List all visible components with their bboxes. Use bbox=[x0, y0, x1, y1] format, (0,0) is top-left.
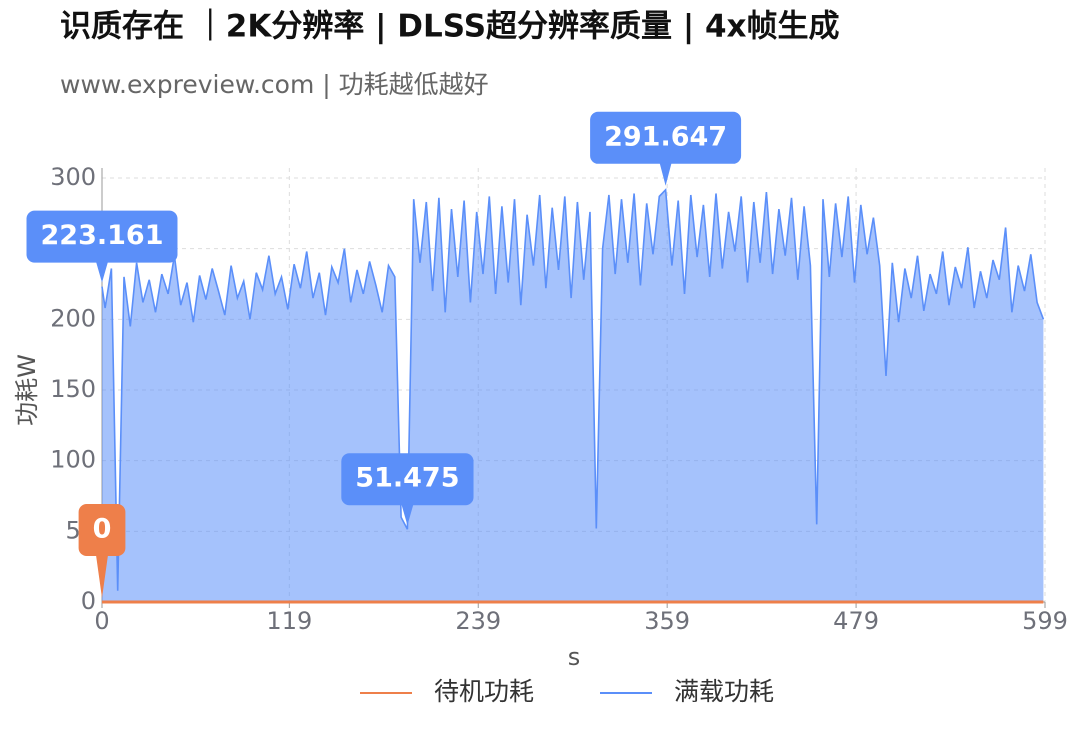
chart-subtitle: www.expreview.com | 功耗越低越好 bbox=[60, 70, 489, 99]
x-tick-label: 119 bbox=[266, 607, 312, 635]
y-tick-label: 150 bbox=[50, 375, 96, 403]
y-tick-label: 300 bbox=[50, 163, 96, 191]
data-label: 223.161 bbox=[41, 220, 164, 251]
series-line bbox=[101, 187, 1045, 591]
y-tick-label: 100 bbox=[50, 446, 96, 474]
x-axis-label: s bbox=[568, 643, 581, 671]
data-label: 0 bbox=[93, 514, 112, 545]
x-tick-label: 359 bbox=[644, 607, 690, 635]
data-label-pointer bbox=[659, 162, 672, 186]
data-label-pointer bbox=[96, 555, 108, 598]
area bbox=[102, 189, 1044, 603]
y-axis-label: 功耗W bbox=[13, 354, 41, 426]
y-tick-label: 200 bbox=[50, 304, 96, 332]
data-label-pointer bbox=[96, 261, 108, 283]
data-label-box bbox=[26, 210, 178, 263]
legend-label: 满载功耗 bbox=[674, 677, 774, 706]
data-label-box bbox=[341, 453, 474, 506]
data-label: 291.647 bbox=[604, 121, 727, 152]
x-tick-label: 479 bbox=[833, 607, 879, 635]
x-tick-label: 0 bbox=[94, 607, 109, 635]
data-label-pointer bbox=[401, 504, 414, 526]
data-label-box bbox=[590, 111, 742, 164]
chart-title: 识质存在 ｜2K分辨率 | DLSS超分辨率质量 | 4x帧生成 bbox=[60, 9, 840, 45]
x-tick-label: 239 bbox=[455, 607, 501, 635]
data-label-box bbox=[78, 504, 126, 556]
x-tick-label: 599 bbox=[1022, 607, 1068, 635]
legend-label: 待机功耗 bbox=[434, 677, 534, 706]
data-label: 51.475 bbox=[355, 463, 459, 494]
y-tick-label: 0 bbox=[81, 587, 96, 615]
